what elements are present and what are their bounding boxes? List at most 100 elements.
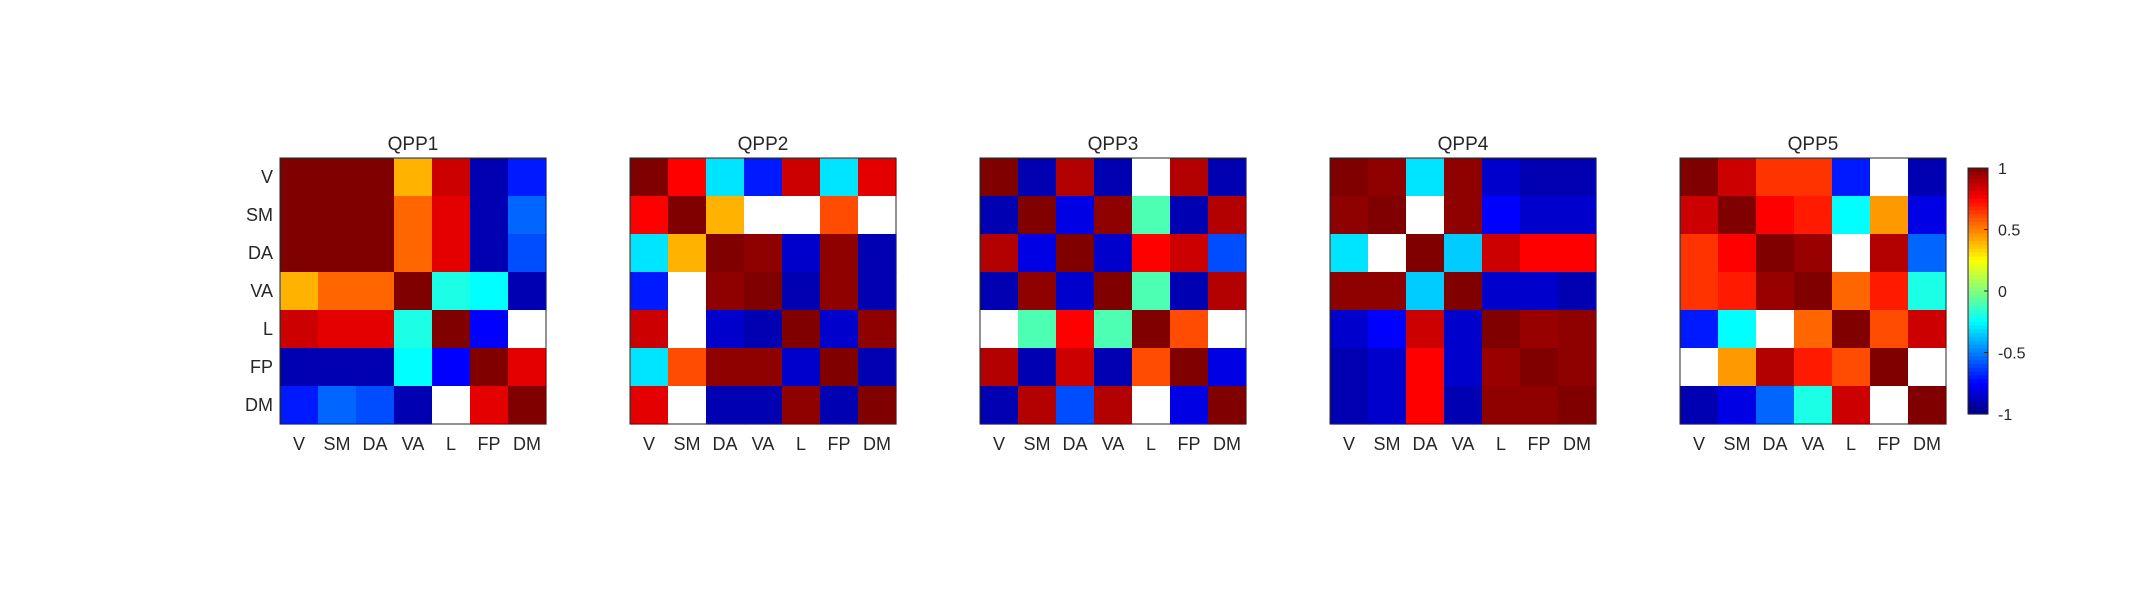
heatmap-cell <box>630 348 669 387</box>
heatmap-cell <box>744 386 783 425</box>
y-tick-label: FP <box>250 357 273 377</box>
colorbar-segment <box>1968 325 1988 331</box>
colorbar-segment <box>1968 283 1988 288</box>
colorbar-segment <box>1968 360 1988 365</box>
heatmap-cell <box>470 158 509 197</box>
colorbar-segment <box>1968 291 1988 296</box>
heatmap-cell <box>630 386 669 425</box>
heatmap-cell <box>1132 310 1171 349</box>
heatmap-cell <box>432 310 471 349</box>
heatmap-cell <box>858 348 897 387</box>
colorbar-segment <box>1968 398 1988 404</box>
panel-frame <box>1679 157 1947 425</box>
heatmap-cell <box>1756 234 1795 273</box>
heatmap-cell <box>1756 310 1795 349</box>
heatmap-cell <box>1832 234 1871 273</box>
heatmap-cell <box>1832 272 1871 311</box>
heatmap-cell <box>1330 272 1369 311</box>
heatmap-cell <box>782 310 821 349</box>
x-tick-label: DM <box>1213 434 1241 454</box>
heatmap-cell <box>432 158 471 197</box>
heatmap-cell <box>470 386 509 425</box>
heatmap-cell <box>508 196 547 235</box>
heatmap-cell <box>858 158 897 197</box>
heatmap-cell <box>1558 196 1597 235</box>
colorbar-segment <box>1968 194 1988 200</box>
heatmap-cell <box>1718 272 1757 311</box>
heatmap-cell <box>706 348 745 387</box>
heatmap-cell <box>782 386 821 425</box>
heatmap-cell <box>1482 234 1521 273</box>
heatmap-cell <box>668 386 707 425</box>
heatmap-cell <box>1444 234 1483 273</box>
panel-title: QPP1 <box>388 134 439 155</box>
colorbar-segment <box>1968 171 1988 177</box>
panel-frame <box>279 157 547 425</box>
heatmap-cell <box>1170 310 1209 349</box>
panel-title: QPP4 <box>1438 134 1489 155</box>
heatmap-cell <box>782 196 821 235</box>
colorbar-segment <box>1968 237 1988 242</box>
heatmap-cell <box>668 196 707 235</box>
heatmap-cell <box>1908 348 1947 387</box>
y-tick-label: V <box>261 167 273 187</box>
colorbar-segment <box>1968 317 1988 323</box>
colorbar-segment <box>1968 217 1988 223</box>
heatmap-cell <box>1170 348 1209 387</box>
panel-frame <box>979 157 1247 425</box>
heatmap-cell <box>1056 272 1095 311</box>
colorbar-segment <box>1968 302 1988 307</box>
heatmap-cell <box>1756 196 1795 235</box>
heatmap-cell <box>318 310 357 349</box>
heatmap-cell <box>1794 386 1833 425</box>
heatmap-cell <box>1056 310 1095 349</box>
heatmap-cell <box>1908 386 1947 425</box>
heatmap-cell <box>820 272 859 311</box>
heatmap-cell <box>1680 272 1719 311</box>
heatmap-cell <box>1094 348 1133 387</box>
heatmap-cell <box>1094 234 1133 273</box>
heatmap-cell <box>1482 272 1521 311</box>
heatmap-cell <box>1794 348 1833 387</box>
heatmap-cell <box>1520 272 1559 311</box>
y-tick-label: VA <box>250 281 273 301</box>
colorbar-segment <box>1968 314 1988 319</box>
heatmap-cell <box>1132 196 1171 235</box>
colorbar-segment <box>1968 179 1988 184</box>
heatmap-cell <box>1208 158 1247 197</box>
heatmap-cell <box>1056 386 1095 425</box>
colorbar-segment <box>1968 206 1988 211</box>
heatmap-cell <box>1170 272 1209 311</box>
heatmap-cell <box>1368 158 1407 197</box>
colorbar-tick-label: 0.5 <box>1998 223 2020 240</box>
heatmap-cell <box>980 196 1019 235</box>
colorbar-segment <box>1968 267 1988 273</box>
heatmap-cell <box>1680 386 1719 425</box>
colorbar-segment <box>1968 298 1988 304</box>
heatmap-cell <box>1132 348 1171 387</box>
heatmap-cell <box>1094 158 1133 197</box>
heatmap-cell <box>508 158 547 197</box>
heatmap-cell <box>356 234 395 273</box>
heatmap-cell <box>1794 272 1833 311</box>
colorbar-segment <box>1968 406 1988 411</box>
colorbar-segment <box>1968 387 1988 392</box>
heatmap-cell <box>1870 386 1909 425</box>
heatmap-cell <box>1368 272 1407 311</box>
heatmap-cell <box>1794 234 1833 273</box>
colorbar-tick-label: -1 <box>1998 407 2012 424</box>
heatmap-cell <box>1794 196 1833 235</box>
heatmap-cell <box>980 386 1019 425</box>
heatmap-cell <box>1870 272 1909 311</box>
heatmap-cell <box>1680 310 1719 349</box>
heatmap-cell <box>318 386 357 425</box>
heatmap-cell <box>1756 348 1795 387</box>
heatmap-cell <box>706 272 745 311</box>
heatmap-cell <box>980 348 1019 387</box>
heatmap-cell <box>1908 196 1947 235</box>
panel-title: QPP3 <box>1088 134 1139 155</box>
colorbar-segment <box>1968 225 1988 231</box>
colorbar-segment <box>1968 271 1988 277</box>
colorbar-segment <box>1968 287 1988 292</box>
